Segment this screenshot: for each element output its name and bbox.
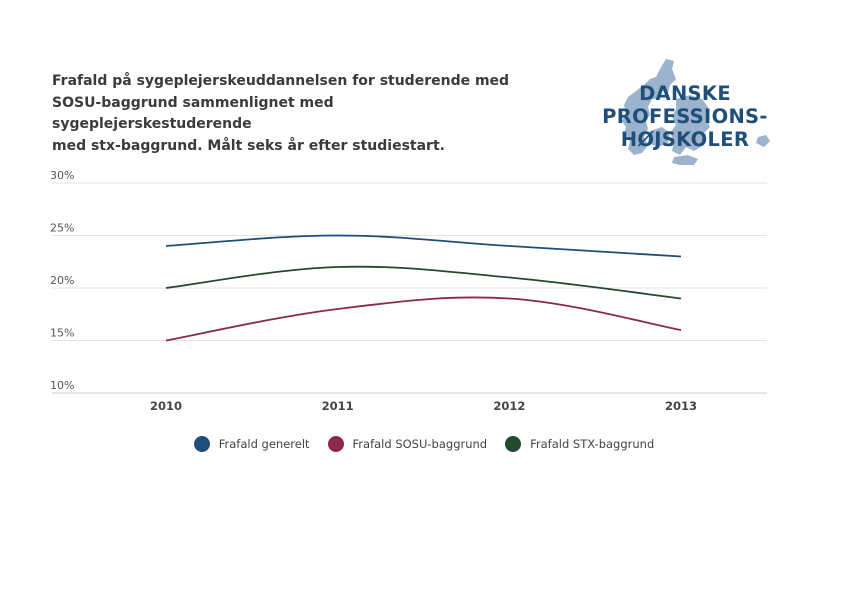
- x-tick-label: 2013: [665, 399, 697, 413]
- y-tick-label: 10%: [50, 379, 74, 392]
- logo-line-3: HØJSKOLER: [620, 128, 750, 151]
- y-tick-label: 20%: [50, 274, 74, 287]
- chart-legend: Frafald generelt Frafald SOSU-baggrund Fra…: [0, 436, 842, 452]
- legend-swatch-icon: [193, 436, 210, 452]
- legend-item: Frafald generelt: [188, 436, 310, 452]
- series-lines: [165, 234, 682, 342]
- danske-professionshojskoler-logo: DANSKE PROFESSIONS- HØJSKOLER: [590, 55, 780, 170]
- chart-title-line-2: SOSU-baggrund sammenlignet med sygepleje…: [52, 94, 334, 133]
- legend-label: Frafald generelt: [218, 437, 310, 451]
- chart-title-line-1: Frafald på sygeplejerskeuddannelsen for …: [52, 73, 510, 89]
- x-tick-label: 2012: [493, 399, 525, 413]
- y-tick-label: 25%: [50, 222, 74, 235]
- y-axis-ticks: 10% 15% 20% 25% 30%: [50, 169, 74, 392]
- y-tick-label: 15%: [50, 327, 74, 340]
- logo-line-2: PROFESSIONS-: [602, 105, 768, 128]
- logo-line-1: DANSKE: [639, 82, 731, 105]
- chart-title-line-3: med stx-baggrund. Målt seks år efter stu…: [52, 137, 445, 154]
- x-tick-label: 2011: [322, 399, 354, 413]
- series-line-3: [165, 265, 682, 300]
- y-tick-label: 30%: [50, 169, 74, 182]
- legend-label: Frafald SOSU-baggrund: [352, 437, 488, 451]
- series-line-2: [165, 296, 682, 342]
- x-tick-label: 2010: [150, 399, 182, 413]
- x-axis-ticks: 2010 2011 2012 2013: [150, 399, 697, 413]
- legend-label: Frafald STX-baggrund: [530, 437, 655, 451]
- series-line-1: [165, 234, 682, 258]
- legend-item: Frafald SOSU-baggrund: [322, 436, 488, 452]
- legend-swatch-icon: [327, 436, 344, 452]
- legend-item: Frafald STX-baggrund: [499, 436, 654, 452]
- logo-wordmark: DANSKE PROFESSIONS- HØJSKOLER: [590, 82, 780, 151]
- gridlines: [52, 182, 767, 394]
- legend-swatch-icon: [505, 436, 522, 452]
- chart-title: Frafald på sygeplejerskeuddannelsen for …: [52, 71, 522, 157]
- denmark-map-icon: [622, 59, 770, 165]
